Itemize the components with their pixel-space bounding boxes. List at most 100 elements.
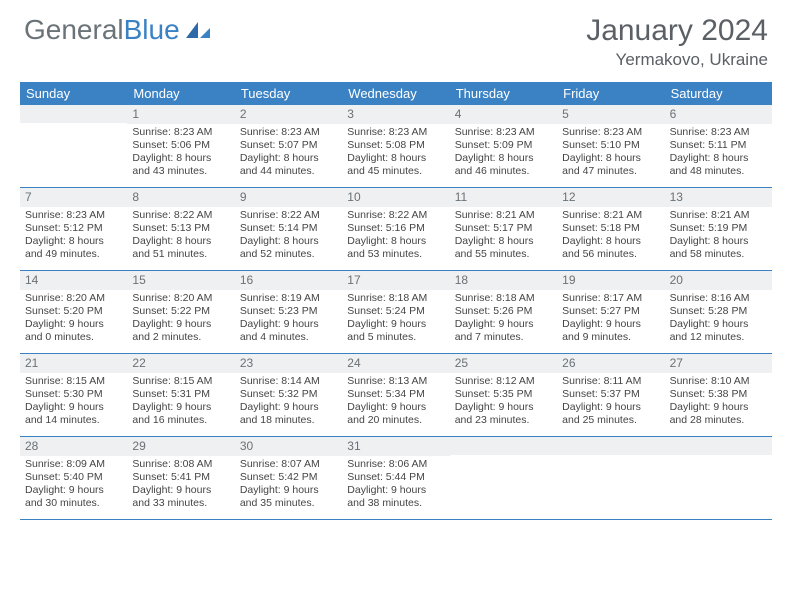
calendar-cell: 12Sunrise: 8:21 AMSunset: 5:18 PMDayligh… xyxy=(557,188,664,270)
calendar-cell: 9Sunrise: 8:22 AMSunset: 5:14 PMDaylight… xyxy=(235,188,342,270)
day-line: Daylight: 9 hours xyxy=(240,484,337,497)
day-line: and 56 minutes. xyxy=(562,248,659,261)
day-line: Sunset: 5:11 PM xyxy=(670,139,767,152)
day-line: Sunrise: 8:15 AM xyxy=(132,375,229,388)
day-body: Sunrise: 8:23 AMSunset: 5:08 PMDaylight:… xyxy=(342,124,449,183)
calendar-cell xyxy=(665,437,772,519)
day-line: Daylight: 8 hours xyxy=(455,152,552,165)
day-line: and 46 minutes. xyxy=(455,165,552,178)
day-line: Daylight: 9 hours xyxy=(670,318,767,331)
calendar-cell: 25Sunrise: 8:12 AMSunset: 5:35 PMDayligh… xyxy=(450,354,557,436)
day-line: and 53 minutes. xyxy=(347,248,444,261)
day-line: and 38 minutes. xyxy=(347,497,444,510)
day-number: 21 xyxy=(20,354,127,373)
day-line: Sunrise: 8:22 AM xyxy=(132,209,229,222)
day-line: Sunrise: 8:23 AM xyxy=(240,126,337,139)
day-number: 17 xyxy=(342,271,449,290)
calendar-cell: 6Sunrise: 8:23 AMSunset: 5:11 PMDaylight… xyxy=(665,105,772,187)
day-number: 22 xyxy=(127,354,234,373)
day-number: 1 xyxy=(127,105,234,124)
day-number: 14 xyxy=(20,271,127,290)
calendar-cell: 31Sunrise: 8:06 AMSunset: 5:44 PMDayligh… xyxy=(342,437,449,519)
day-line: Daylight: 9 hours xyxy=(240,318,337,331)
day-line: Sunrise: 8:18 AM xyxy=(455,292,552,305)
day-body: Sunrise: 8:21 AMSunset: 5:18 PMDaylight:… xyxy=(557,207,664,266)
day-line: and 48 minutes. xyxy=(670,165,767,178)
day-line: and 4 minutes. xyxy=(240,331,337,344)
day-line: Sunrise: 8:07 AM xyxy=(240,458,337,471)
calendar-cell: 18Sunrise: 8:18 AMSunset: 5:26 PMDayligh… xyxy=(450,271,557,353)
calendar-cell: 29Sunrise: 8:08 AMSunset: 5:41 PMDayligh… xyxy=(127,437,234,519)
day-number: 25 xyxy=(450,354,557,373)
day-line: Sunset: 5:34 PM xyxy=(347,388,444,401)
day-line: Sunrise: 8:23 AM xyxy=(347,126,444,139)
day-line: Sunset: 5:22 PM xyxy=(132,305,229,318)
day-line: Sunset: 5:31 PM xyxy=(132,388,229,401)
day-line: and 52 minutes. xyxy=(240,248,337,261)
day-line: Sunset: 5:30 PM xyxy=(25,388,122,401)
sail-icon xyxy=(184,20,212,40)
day-line: and 43 minutes. xyxy=(132,165,229,178)
day-line: Sunrise: 8:22 AM xyxy=(240,209,337,222)
day-line: Daylight: 9 hours xyxy=(25,401,122,414)
day-number: 30 xyxy=(235,437,342,456)
day-line: Sunset: 5:18 PM xyxy=(562,222,659,235)
calendar-cell: 28Sunrise: 8:09 AMSunset: 5:40 PMDayligh… xyxy=(20,437,127,519)
dayname-mon: Monday xyxy=(127,82,234,105)
day-line: Daylight: 9 hours xyxy=(562,401,659,414)
calendar-week: 28Sunrise: 8:09 AMSunset: 5:40 PMDayligh… xyxy=(20,437,772,520)
day-number: 7 xyxy=(20,188,127,207)
day-line: and 23 minutes. xyxy=(455,414,552,427)
day-line: Sunset: 5:14 PM xyxy=(240,222,337,235)
day-line: Sunrise: 8:21 AM xyxy=(670,209,767,222)
day-body: Sunrise: 8:06 AMSunset: 5:44 PMDaylight:… xyxy=(342,456,449,515)
day-line: and 18 minutes. xyxy=(240,414,337,427)
calendar-cell: 1Sunrise: 8:23 AMSunset: 5:06 PMDaylight… xyxy=(127,105,234,187)
day-line: and 55 minutes. xyxy=(455,248,552,261)
day-line: Sunrise: 8:12 AM xyxy=(455,375,552,388)
day-line: Sunrise: 8:20 AM xyxy=(132,292,229,305)
day-body: Sunrise: 8:19 AMSunset: 5:23 PMDaylight:… xyxy=(235,290,342,349)
day-body xyxy=(665,455,772,515)
day-line: Daylight: 8 hours xyxy=(562,152,659,165)
day-line: Sunrise: 8:11 AM xyxy=(562,375,659,388)
day-number: 10 xyxy=(342,188,449,207)
day-line: and 44 minutes. xyxy=(240,165,337,178)
day-line: and 28 minutes. xyxy=(670,414,767,427)
calendar-cell: 23Sunrise: 8:14 AMSunset: 5:32 PMDayligh… xyxy=(235,354,342,436)
day-line: Daylight: 8 hours xyxy=(347,235,444,248)
day-line: and 7 minutes. xyxy=(455,331,552,344)
day-body: Sunrise: 8:07 AMSunset: 5:42 PMDaylight:… xyxy=(235,456,342,515)
calendar-cell: 30Sunrise: 8:07 AMSunset: 5:42 PMDayligh… xyxy=(235,437,342,519)
day-line: Sunset: 5:37 PM xyxy=(562,388,659,401)
day-line: Daylight: 9 hours xyxy=(347,401,444,414)
day-line: Sunrise: 8:15 AM xyxy=(25,375,122,388)
calendar-cell: 22Sunrise: 8:15 AMSunset: 5:31 PMDayligh… xyxy=(127,354,234,436)
title-block: January 2024 Yermakovo, Ukraine xyxy=(586,14,768,70)
day-line: and 16 minutes. xyxy=(132,414,229,427)
calendar-cell: 19Sunrise: 8:17 AMSunset: 5:27 PMDayligh… xyxy=(557,271,664,353)
day-line: Daylight: 8 hours xyxy=(670,235,767,248)
day-body: Sunrise: 8:21 AMSunset: 5:17 PMDaylight:… xyxy=(450,207,557,266)
day-line: and 49 minutes. xyxy=(25,248,122,261)
day-body: Sunrise: 8:21 AMSunset: 5:19 PMDaylight:… xyxy=(665,207,772,266)
day-line: Sunset: 5:27 PM xyxy=(562,305,659,318)
day-line: Sunset: 5:10 PM xyxy=(562,139,659,152)
calendar: Sunday Monday Tuesday Wednesday Thursday… xyxy=(20,82,772,520)
day-body: Sunrise: 8:22 AMSunset: 5:16 PMDaylight:… xyxy=(342,207,449,266)
logo-text-2: Blue xyxy=(124,14,180,46)
day-number xyxy=(665,437,772,455)
day-number: 5 xyxy=(557,105,664,124)
day-number: 2 xyxy=(235,105,342,124)
day-line: Sunrise: 8:19 AM xyxy=(240,292,337,305)
calendar-cell: 13Sunrise: 8:21 AMSunset: 5:19 PMDayligh… xyxy=(665,188,772,270)
day-line: Sunset: 5:13 PM xyxy=(132,222,229,235)
day-line: Sunrise: 8:23 AM xyxy=(562,126,659,139)
day-body: Sunrise: 8:17 AMSunset: 5:27 PMDaylight:… xyxy=(557,290,664,349)
day-body: Sunrise: 8:23 AMSunset: 5:09 PMDaylight:… xyxy=(450,124,557,183)
location: Yermakovo, Ukraine xyxy=(586,50,768,70)
day-number: 8 xyxy=(127,188,234,207)
day-line: Sunset: 5:26 PM xyxy=(455,305,552,318)
day-number xyxy=(450,437,557,455)
day-line: Sunrise: 8:17 AM xyxy=(562,292,659,305)
